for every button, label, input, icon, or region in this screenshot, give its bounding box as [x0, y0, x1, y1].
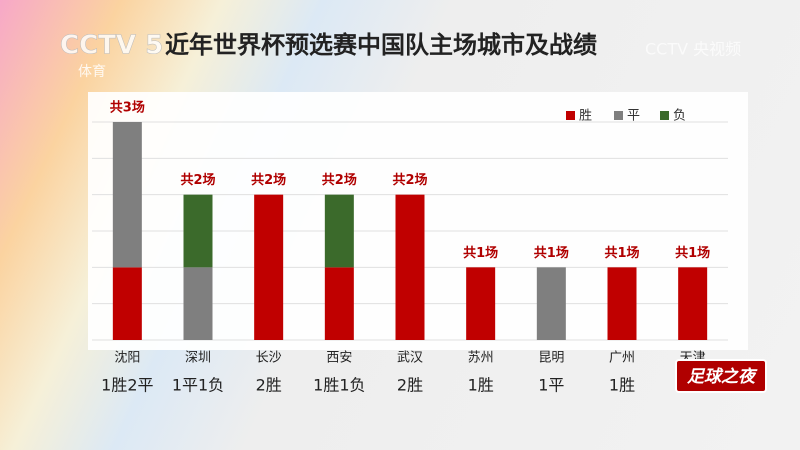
legend-swatch: [660, 111, 669, 120]
bar-segment: [112, 267, 142, 340]
show-badge: [675, 359, 767, 393]
watermark: CCTV 央视频: [645, 40, 741, 59]
record-label: 1胜: [609, 376, 635, 395]
show-name: 足球之夜: [687, 367, 758, 387]
bar-segment: [395, 194, 425, 340]
bar-segment: [607, 267, 637, 340]
channel-name: 体育: [78, 64, 106, 80]
total-label: 共1场: [463, 245, 498, 261]
total-label: 共3场: [110, 100, 145, 116]
x-tick-label: 深圳: [185, 351, 211, 366]
record-label: 2胜: [397, 376, 423, 395]
bar-segment: [183, 267, 213, 340]
record-label: 1胜: [468, 376, 494, 395]
bar-segment: [324, 267, 354, 340]
x-tick-label: 西安: [326, 351, 352, 366]
bar-segment: [536, 267, 566, 340]
record-label: 1平1负: [172, 376, 224, 395]
channel-logo: CCTV 5: [60, 31, 163, 61]
record-label: 2胜: [256, 376, 282, 395]
bar-segment: [466, 267, 496, 340]
total-label: 共2场: [251, 172, 286, 188]
x-tick-label: 武汉: [397, 351, 423, 366]
total-label: 共2场: [322, 172, 357, 188]
legend-label: 平: [627, 109, 640, 124]
total-label: 共2场: [392, 172, 427, 188]
bar-segment: [678, 267, 708, 340]
x-tick-label: 长沙: [256, 351, 282, 366]
x-tick-label: 沈阳: [114, 351, 140, 366]
legend-swatch: [566, 111, 575, 120]
x-tick-label: 苏州: [468, 350, 494, 366]
record-label: 1平: [538, 376, 564, 395]
record-label: 1胜2平: [101, 376, 153, 395]
bar-segment: [183, 194, 213, 268]
legend-label: 负: [673, 109, 686, 124]
x-tick-label: 广州: [609, 351, 635, 366]
total-label: 共1场: [534, 245, 569, 261]
total-label: 共2场: [180, 172, 215, 188]
bar-segment: [112, 122, 142, 268]
x-tick-label: 昆明: [538, 351, 564, 366]
total-label: 共1场: [675, 245, 710, 261]
bar-segment: [324, 194, 354, 268]
legend-swatch: [614, 111, 623, 120]
bar-segment: [254, 194, 284, 340]
total-label: 共1场: [604, 245, 639, 261]
chart-title: 近年世界杯预选赛中国队主场城市及战绩: [165, 31, 597, 59]
record-label: 1胜1负: [313, 376, 365, 395]
legend-label: 胜: [579, 109, 592, 124]
